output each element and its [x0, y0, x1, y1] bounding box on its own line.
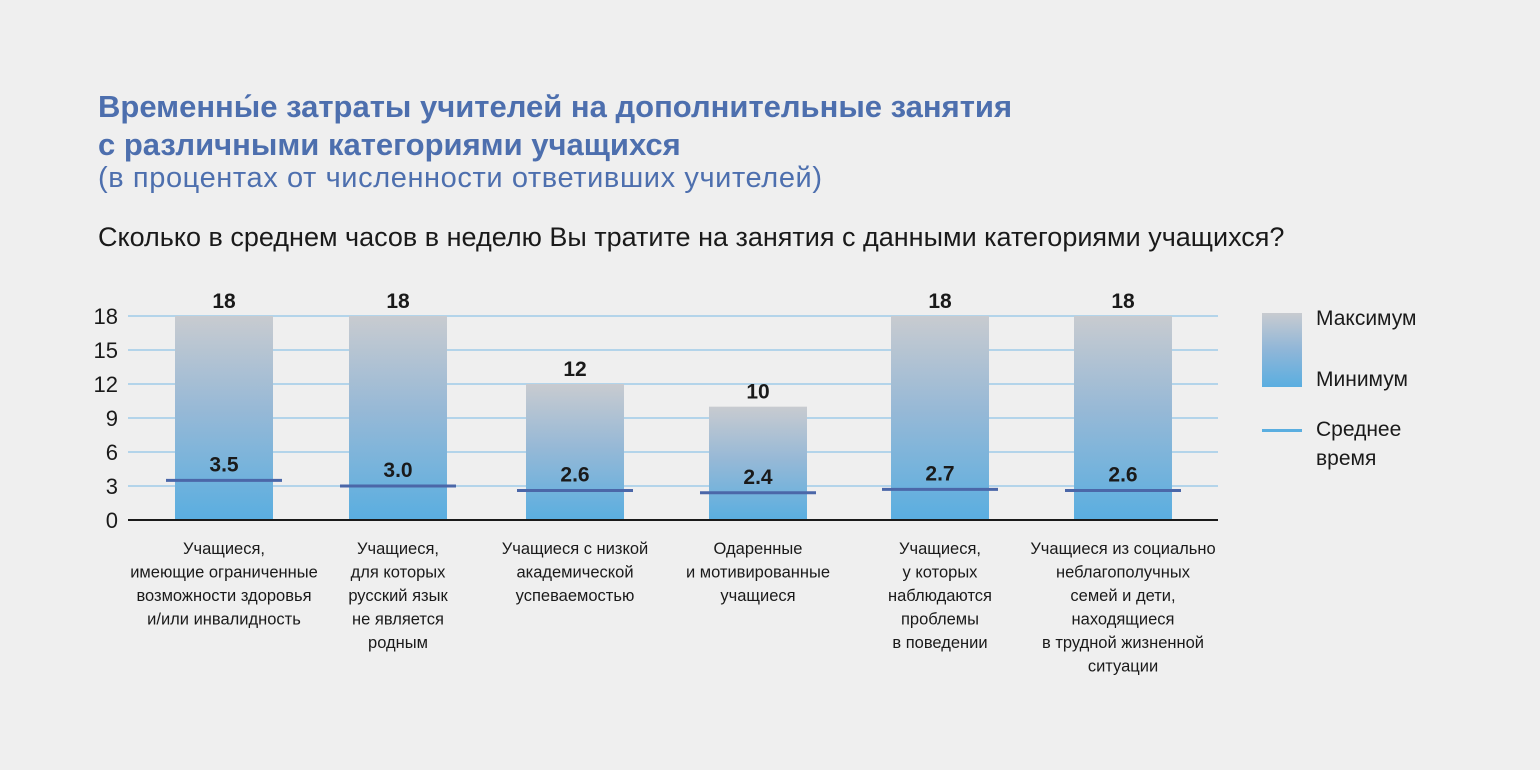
y-tick-label: 3 [106, 474, 118, 499]
category-label: Учащиеся, имеющие ограниченные возможности… [130, 540, 318, 629]
chart-legend: Максимум Минимум Среднее время [1258, 305, 1518, 475]
category-label-line: не является [352, 611, 444, 629]
y-tick-label: 15 [94, 338, 118, 363]
legend-min-label: Минимум [1316, 368, 1408, 391]
average-value-label: 3.0 [383, 459, 412, 482]
bar [709, 406, 807, 520]
category-label-line: проблемы [901, 611, 979, 629]
chart-title: Временны́е затраты учителей на дополните… [98, 88, 1012, 164]
bar [891, 316, 989, 520]
y-tick-label: 18 [94, 304, 118, 329]
survey-question: Сколько в среднем часов в неделю Вы трат… [98, 222, 1285, 252]
category-label-line: русский язык [348, 587, 448, 605]
category-label-line: находящиеся [1072, 611, 1175, 629]
category-label-line: неблагополучных [1056, 564, 1191, 582]
category-label-line: наблюдаются [888, 587, 992, 605]
category-label-line: учащиеся [720, 587, 795, 605]
legend-gradient-swatch [1262, 313, 1302, 387]
bar-max-label: 18 [1111, 290, 1135, 313]
legend-avg-label-line-1: Среднее [1316, 418, 1402, 441]
category-label-line: Учащиеся, [357, 540, 439, 558]
category-label-line: Учащиеся, [183, 540, 265, 558]
bar [175, 316, 273, 520]
category-label-line: для которых [351, 564, 447, 582]
category-label-line: и мотивированные [686, 564, 830, 582]
category-label: Учащиеся, у которых наблюдаются проблемы в п… [888, 540, 992, 652]
average-value-label: 2.6 [560, 464, 589, 487]
average-value-label: 2.4 [743, 466, 773, 489]
legend-avg-label-line-2: время [1316, 447, 1377, 470]
category-label-line: Одаренные [714, 540, 803, 558]
category-label: Учащиеся, для которых русский язык не являе… [348, 540, 448, 652]
category-label: Учащиеся с низкой академической успеваемос… [502, 540, 649, 605]
y-tick-label: 12 [94, 372, 118, 397]
bar-max-label: 18 [928, 290, 952, 313]
legend-average-line [1262, 429, 1302, 432]
chart-title-line-2: с различными категориями учащихся [98, 127, 681, 162]
category-label-line: возможности здоровья [136, 587, 311, 605]
category-label-line: успеваемостью [516, 587, 635, 605]
average-value-label: 2.7 [925, 462, 954, 485]
y-tick-label: 9 [106, 406, 118, 431]
bar-max-label: 10 [746, 381, 769, 404]
bar-max-label: 18 [212, 290, 236, 313]
category-label-line: имеющие ограниченные [130, 564, 318, 582]
bar-max-label: 12 [563, 358, 586, 381]
bar [349, 316, 447, 520]
average-value-label: 2.6 [1108, 464, 1137, 487]
bar [1074, 316, 1172, 520]
legend-max-label: Максимум [1316, 307, 1417, 330]
y-tick-label: 6 [106, 440, 118, 465]
chart-title-line-1: Временны́е затраты учителей на дополните… [98, 89, 1013, 124]
category-label-line: в поведении [892, 634, 987, 652]
chart-subtitle: (в процентах от численности ответивших у… [98, 162, 823, 194]
category-label-line: в трудной жизненной [1042, 634, 1204, 652]
category-label-line: Учащиеся с низкой [502, 540, 649, 558]
category-label-line: у которых [903, 564, 979, 582]
bar [526, 384, 624, 520]
category-label-line: академической [516, 564, 633, 582]
category-label-line: семей и дети, [1070, 587, 1175, 605]
y-tick-label: 0 [106, 508, 118, 533]
bar-max-label: 18 [386, 290, 410, 313]
category-label-line: Учащиеся из социально [1030, 540, 1215, 558]
category-label: Учащиеся из социально неблагополучных семе… [1030, 540, 1215, 676]
category-label-line: и/или инвалидность [147, 611, 301, 629]
average-value-label: 3.5 [209, 453, 239, 476]
category-label-line: родным [368, 634, 428, 652]
category-label-line: ситуации [1088, 658, 1158, 676]
category-label: Одаренные и мотивированные учащиеся [686, 540, 830, 605]
category-label-line: Учащиеся, [899, 540, 981, 558]
